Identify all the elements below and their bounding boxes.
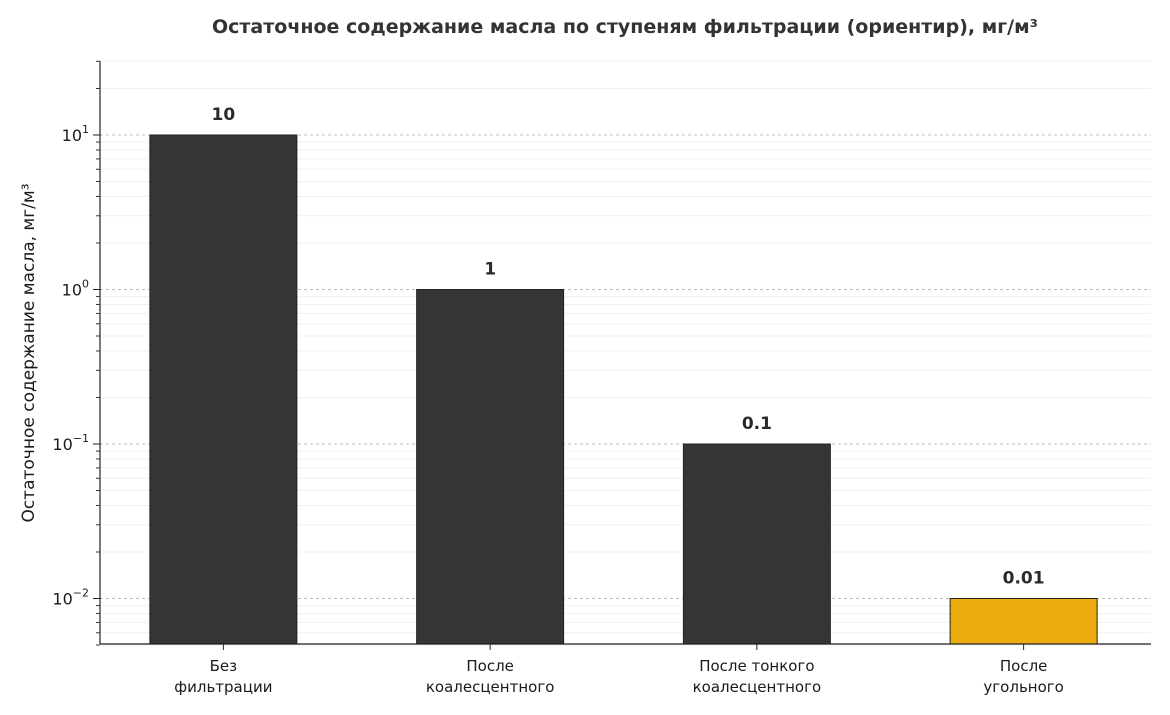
data-label: 0.1 <box>742 414 772 434</box>
data-label: 10 <box>212 105 236 125</box>
x-tick-label: коалесцентного <box>693 678 822 696</box>
x-tick-label: коалесцентного <box>426 678 555 696</box>
x-tick-label: После <box>1000 657 1048 675</box>
y-tick-label: 101 <box>62 123 89 145</box>
chart-title: Остаточное содержание масла по ступеням … <box>212 16 1038 38</box>
x-tick-label: После <box>466 657 514 675</box>
bars <box>149 134 1098 645</box>
y-ticks: 101 100 10−1 10−2 <box>52 60 100 646</box>
bar <box>949 598 1098 645</box>
bar <box>416 289 565 645</box>
data-label: 1 <box>484 260 496 280</box>
bar <box>149 134 298 645</box>
data-labels: 10 1 0.1 0.01 <box>212 105 1045 589</box>
data-label: 0.01 <box>1003 569 1045 589</box>
y-tick-label: 10−1 <box>52 432 89 454</box>
y-tick-label: 10−2 <box>52 587 89 609</box>
y-tick-label: 100 <box>62 278 89 300</box>
axes <box>99 61 1151 650</box>
x-tick-label: Без <box>210 657 238 675</box>
bar <box>682 443 831 645</box>
x-tick-label: После тонкого <box>699 657 814 675</box>
x-tick-label: фильтрации <box>174 678 272 696</box>
x-tick-labels: Без фильтрации После коалесцентного После то… <box>174 657 1064 696</box>
x-tick-label: угольного <box>983 678 1063 696</box>
